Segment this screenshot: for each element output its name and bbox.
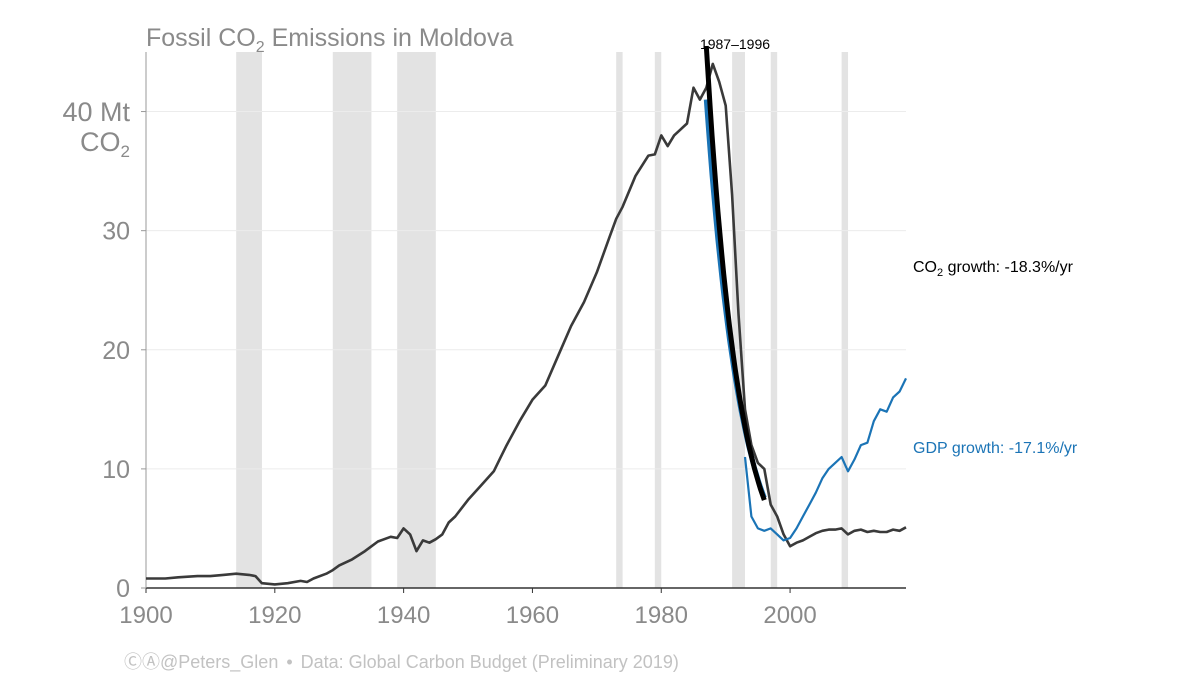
footer-credit: ⒸⒶ@Peters_Glen • Data: Global Carbon Budge… [124,648,679,674]
recession-band-7 [841,52,849,588]
x-tick-labels: 1900 1920 1940 1960 1980 2000 [119,588,817,629]
axes [145,52,906,589]
recession-band-0 [236,52,262,588]
co2-fit-line [703,45,767,501]
y-axis-unit-line2: CO2 [80,127,130,161]
co2-growth-suffix: growth: -18.3%/yr [943,259,1074,276]
chart-title-suffix: Emissions in Moldova [265,24,514,52]
x-tick-label-1920: 1920 [248,602,301,629]
co2-growth-prefix: CO [913,259,937,276]
chart-title: Fossil CO2 Emissions in Moldova [146,24,513,56]
recession-shading [236,52,849,588]
recession-band-1 [332,52,372,588]
y-tick-label-30: 30 [102,218,130,246]
footer-separator: • [286,652,293,672]
x-tick-label-1980: 1980 [635,602,688,629]
co2-growth-label: CO2 growth: -18.3%/yr [913,259,1074,279]
y-axis-unit-sub: 2 [121,142,130,161]
y-tick-label-20: 20 [102,337,130,365]
y-tick-labels: 0 10 20 30 [102,111,146,603]
gdp-growth-label: GDP growth: -17.1%/yr [913,440,1078,457]
co2-emissions-line [146,62,907,586]
y-axis-unit-line1: 40 Mt [62,97,130,127]
footer-handle: ⒸⒶ@Peters_Glen [124,652,279,672]
x-tick-label-1940: 1940 [377,602,430,629]
x-tick-label-1900: 1900 [119,602,172,629]
recession-band-6 [770,52,778,588]
y-tick-label-10: 10 [102,456,130,484]
series [146,45,907,586]
fit-period-label: 1987–1996 [700,36,770,52]
x-tick-label-2000: 2000 [763,602,816,629]
chart-title-prefix: Fossil CO [146,24,256,52]
chart-title-sub: 2 [256,39,265,56]
recession-band-2 [397,52,436,588]
y-tick-label-0: 0 [116,575,130,603]
co2-growth-sub: 2 [937,267,943,279]
emissions-chart: 1900 1920 1940 1960 1980 2000 0 10 20 30 Fossil … [62,24,1078,629]
grid-lines [146,111,906,470]
footer-source: Data: Global Carbon Budget (Preliminary … [300,652,679,672]
recession-band-4 [654,52,662,588]
gdp-line [743,377,907,542]
recession-band-3 [616,52,623,588]
y-axis-unit-co: CO [80,127,121,157]
x-tick-label-1960: 1960 [506,602,559,629]
